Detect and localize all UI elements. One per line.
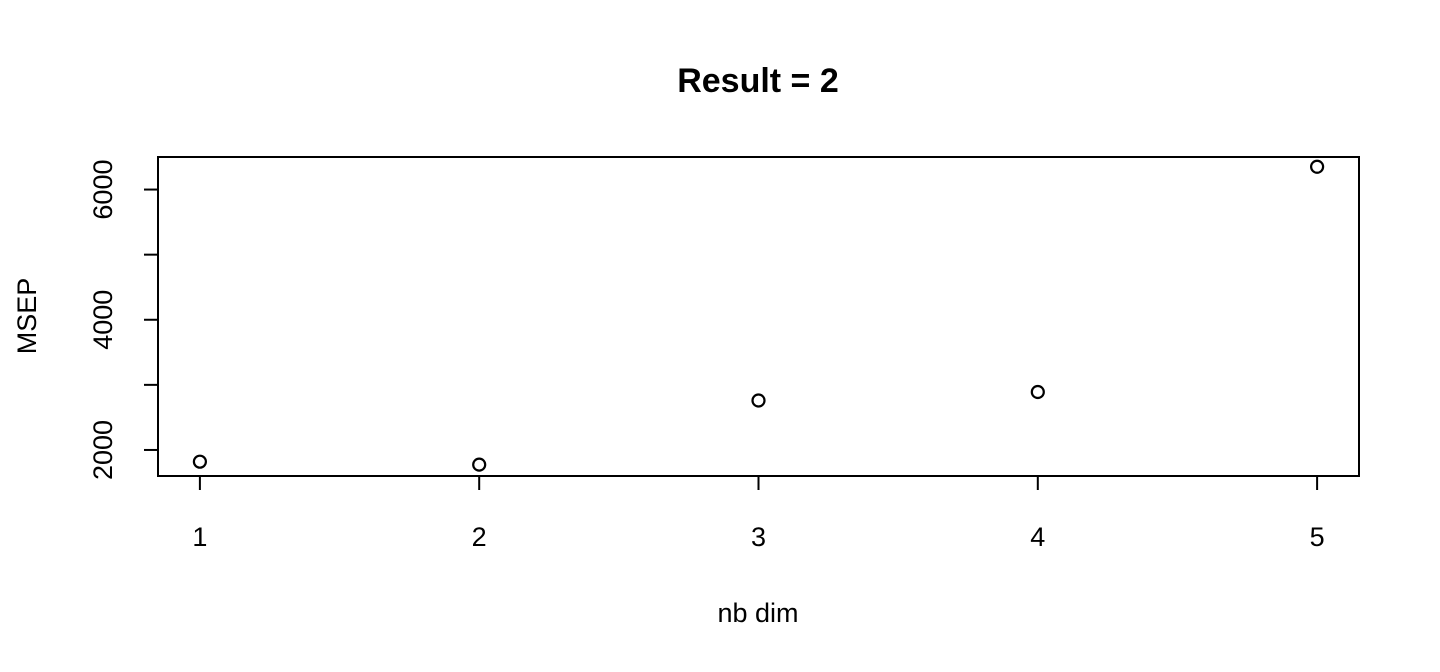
y-tick-label: 6000 [88,160,118,220]
data-point [751,393,766,408]
data-points [192,159,1325,472]
chart-title: Result = 2 [677,62,839,100]
y-tick-label: 4000 [88,290,118,350]
y-tick-label: 2000 [88,420,118,480]
x-tick-label: 3 [751,522,766,552]
y-axis-ticks: 2000 4000 6000 [88,160,158,480]
x-tick-label: 2 [472,522,487,552]
y-axis-label: MSEP [12,278,42,355]
x-tick-label: 4 [1030,522,1045,552]
plot-frame [157,156,1360,477]
data-point [192,454,207,469]
data-point [472,457,487,472]
x-tick-label: 1 [192,522,207,552]
x-axis-ticks: 1 2 3 4 5 [192,476,1325,552]
data-point [1310,159,1325,174]
x-tick-label: 5 [1310,522,1325,552]
x-axis-label: nb dim [717,598,798,628]
data-point [1030,384,1045,400]
